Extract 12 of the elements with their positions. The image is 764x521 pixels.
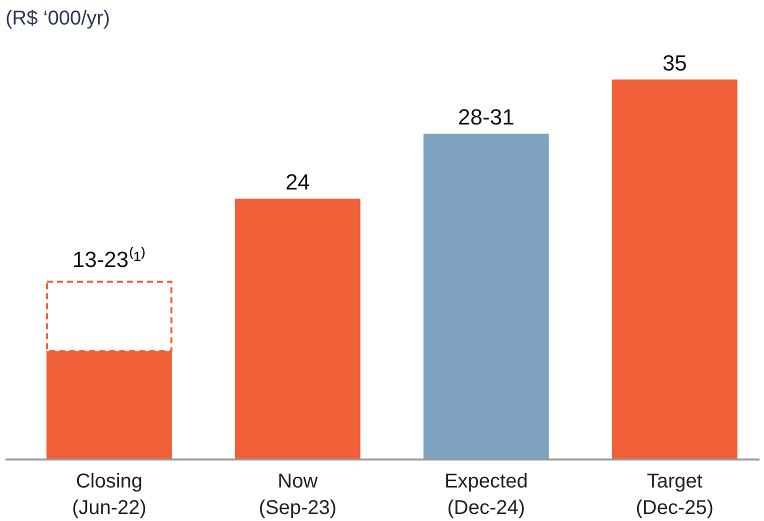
- bar: [234, 198, 360, 460]
- x-tick-label: Expected (Dec-24): [444, 470, 528, 519]
- data-label: 13-23⁽¹⁾: [72, 246, 146, 272]
- chart-title: (R$ ‘000/yr): [6, 8, 110, 30]
- x-tick-label: Closing (Jun-22): [72, 470, 146, 519]
- bar: [423, 134, 549, 460]
- x-tick-label: Now (Sep-23): [258, 470, 337, 519]
- x-tick-label: Target (Dec-25): [636, 470, 714, 519]
- data-label: 24: [285, 170, 310, 195]
- bar: [612, 80, 738, 460]
- data-label: 35: [662, 50, 687, 76]
- data-label: 28-31: [458, 104, 514, 130]
